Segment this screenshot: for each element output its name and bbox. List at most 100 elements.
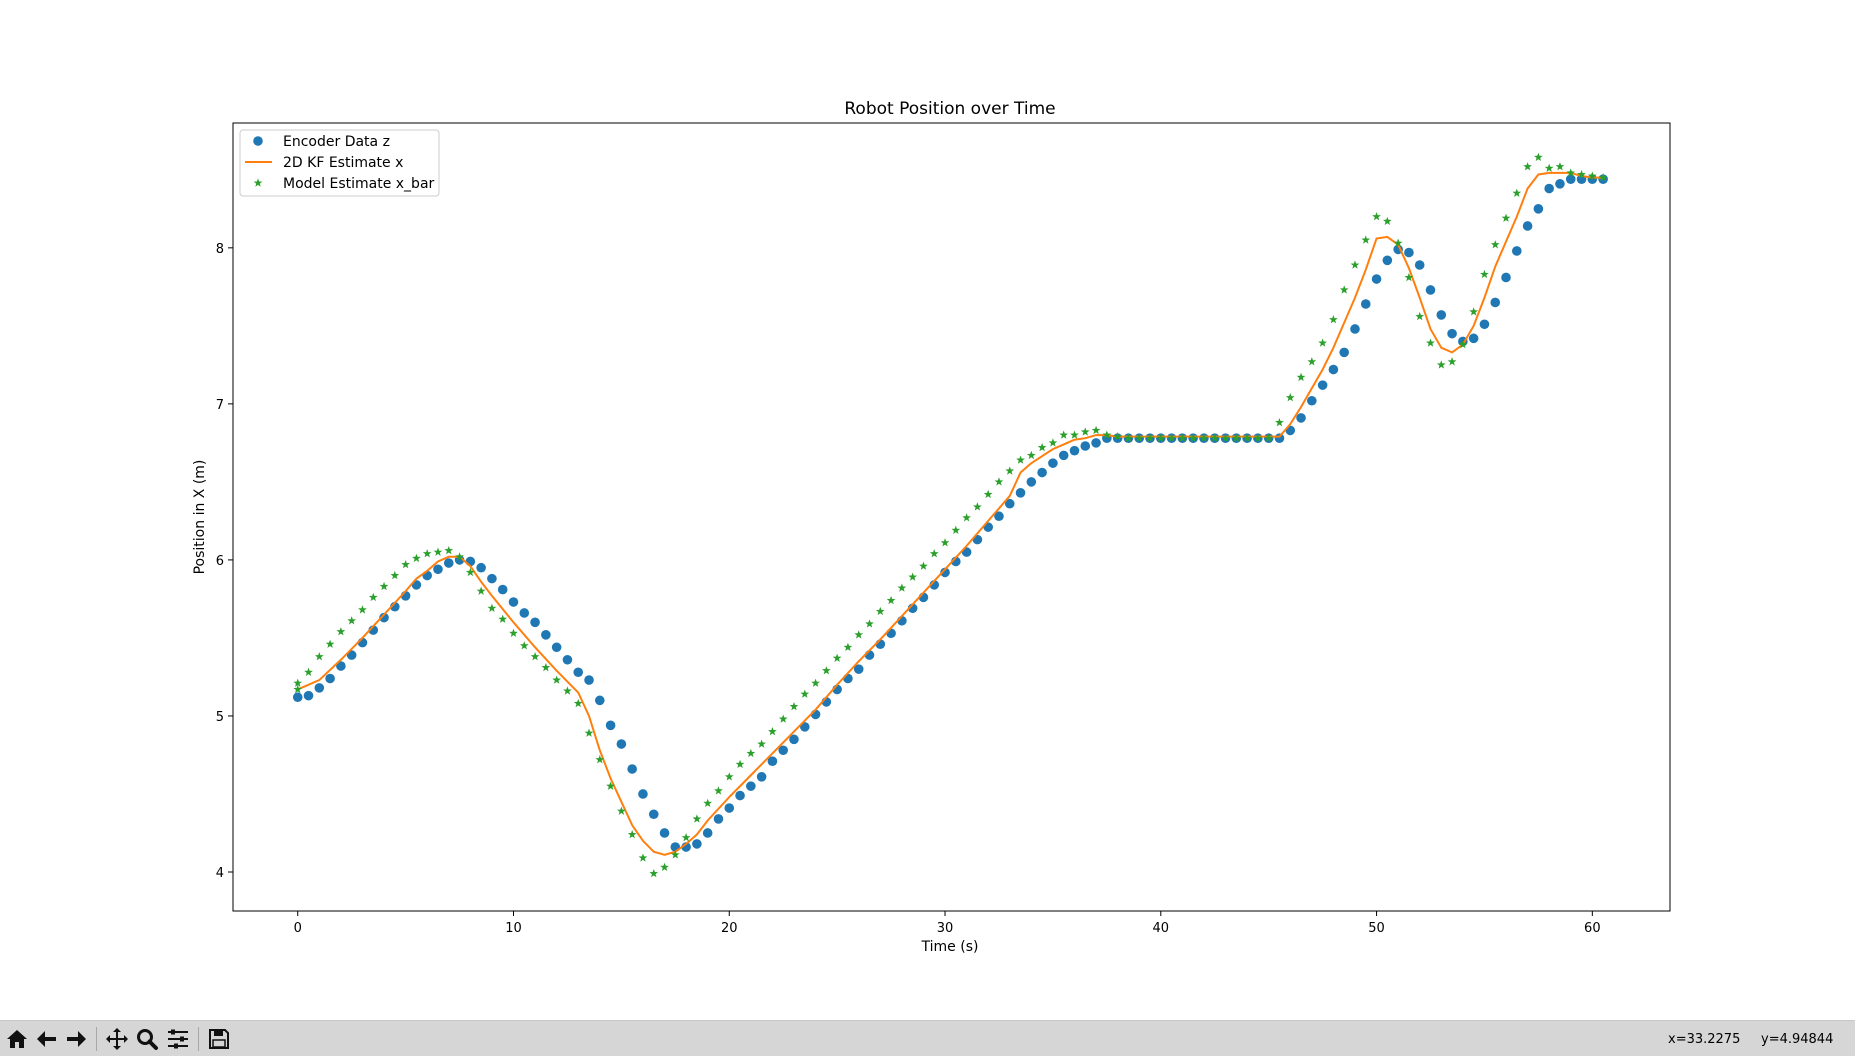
model-estimate-point (573, 698, 583, 708)
kf-estimate-line (297, 171, 1604, 856)
encoder-point (433, 564, 443, 575)
encoder-point (541, 630, 551, 640)
model-estimate-point (670, 850, 680, 859)
model-estimate-point (1469, 307, 1479, 316)
model-estimate-point (1070, 430, 1079, 439)
model-estimate-point (1285, 393, 1295, 402)
axes[interactable]: 0 10 20 30 40 50 60 4 5 6 7 8 (216, 122, 1671, 936)
encoder-point (1069, 445, 1080, 456)
model-estimate-point (293, 684, 303, 694)
model-estimate-point (714, 786, 723, 795)
model-estimate-point (1480, 269, 1489, 279)
model-estimate-point (304, 667, 313, 676)
toolbar-separator (198, 1027, 199, 1051)
encoder-point (1317, 380, 1328, 390)
forward-button[interactable] (62, 1026, 89, 1052)
model-estimate-point (1113, 432, 1123, 441)
axes-frame (232, 122, 1671, 912)
toolbar-separator (96, 1027, 97, 1051)
model-estimate-point (1361, 235, 1371, 244)
model-estimate-point (412, 553, 421, 563)
model-estimate-point (1016, 455, 1025, 464)
encoder-point (1048, 458, 1058, 468)
model-estimate-point (703, 798, 713, 808)
legend-entry: Model Estimate x_bar (253, 176, 435, 192)
legend-label: 2D KF Estimate x (283, 155, 403, 171)
model-estimate-point (649, 868, 659, 878)
encoder-point (292, 692, 303, 703)
model-estimate-point (1329, 315, 1338, 324)
encoder-point (1479, 319, 1490, 330)
model-estimate-point (832, 653, 842, 662)
model-estimate-point (455, 552, 464, 561)
back-button[interactable] (33, 1026, 60, 1052)
model-estimate-point (800, 689, 810, 698)
encoder-point (1058, 450, 1069, 461)
save-icon (208, 1029, 229, 1049)
model-estimate-point (994, 477, 1004, 486)
encoder-point (746, 781, 756, 791)
model-estimate-point (1501, 213, 1511, 222)
encoder-point (443, 558, 454, 568)
model-estimate-point (660, 862, 669, 872)
model-estimate-point (1091, 425, 1101, 435)
encoder-point (713, 814, 724, 824)
encoder-point (573, 667, 584, 678)
model-estimate-point (919, 561, 928, 570)
model-estimate-point (401, 559, 410, 569)
encoder-point (627, 764, 637, 774)
model-estimate-point (1026, 450, 1036, 460)
model-estimate-point (951, 525, 961, 534)
model-estimate-point (347, 616, 357, 625)
x-tick-label: 30 (937, 921, 954, 936)
model-estimate-point (1221, 433, 1230, 442)
legend-label: Encoder Data z (283, 134, 390, 150)
legend-box (239, 129, 440, 197)
y-tick-label: 6 (216, 554, 224, 569)
encoder-point (1533, 204, 1544, 214)
encoder-point (1091, 438, 1101, 448)
model-estimate-point (1447, 357, 1457, 366)
encoder-point (724, 803, 735, 813)
encoder-point (1382, 255, 1393, 266)
save-button[interactable] (205, 1026, 232, 1052)
encoder-point (303, 690, 314, 701)
model-estimate-point (368, 592, 378, 602)
encoder-point (530, 617, 540, 628)
data-marks (292, 152, 1608, 878)
model-estimate-point (325, 639, 335, 648)
encoder-point (789, 734, 799, 745)
model-estimate-point (746, 748, 756, 758)
zoom-button[interactable] (133, 1026, 160, 1052)
plot-area[interactable] (233, 123, 1670, 911)
encoder-point (1565, 174, 1576, 184)
model-estimate-point (552, 675, 562, 684)
model-estimate-point (1307, 357, 1317, 366)
configure-subplots-button[interactable] (164, 1026, 191, 1052)
encoder-point (1468, 333, 1479, 344)
cursor-y-readout: y=4.94844 (1761, 1032, 1834, 1047)
model-estimate-point (1231, 433, 1241, 442)
model-estimate-point (681, 833, 691, 842)
pan-button[interactable] (103, 1026, 130, 1052)
home-button[interactable] (3, 1026, 30, 1052)
model-estimate-point (854, 630, 864, 639)
legend-star-swatch (253, 178, 263, 187)
encoder-point (519, 608, 530, 618)
model-estimate-point (1512, 188, 1522, 197)
encoder-point (595, 695, 605, 706)
encoder-point (1296, 413, 1306, 423)
model-estimate-point (1534, 152, 1543, 162)
model-estimate-point (1555, 162, 1565, 171)
encoder-point (756, 772, 767, 782)
model-estimate-point (1318, 338, 1327, 347)
model-estimate-point (1005, 466, 1015, 475)
encoder-point (379, 612, 389, 623)
model-estimate-point (1587, 171, 1597, 180)
model-estimate-point (422, 549, 432, 558)
encoder-point (562, 654, 573, 665)
pan-icon (105, 1028, 128, 1050)
encoder-point (1404, 247, 1414, 258)
encoder-point (735, 790, 745, 801)
model-estimate-point (498, 614, 508, 623)
